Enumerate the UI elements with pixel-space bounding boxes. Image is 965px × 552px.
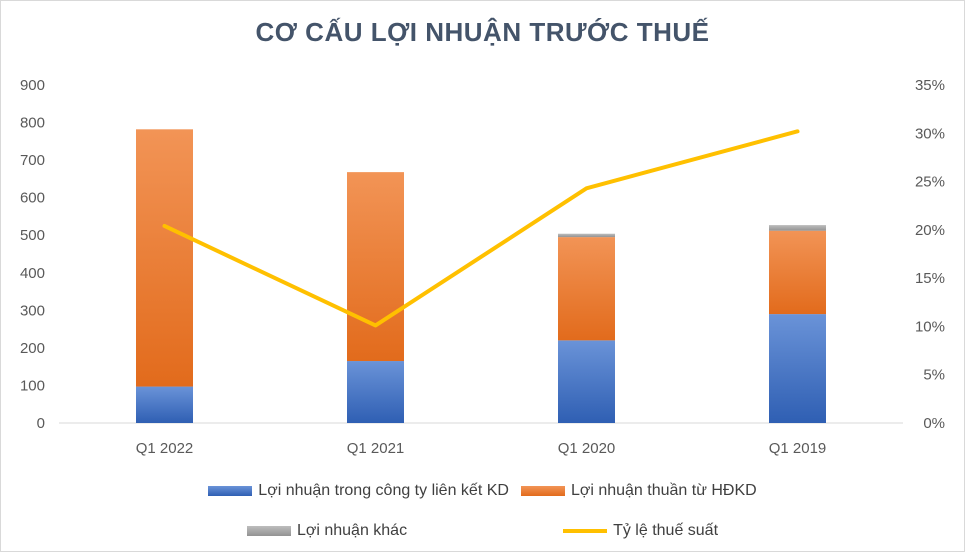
y-left-tick-label: 0: [37, 415, 45, 432]
category-label: Q1 2021: [347, 440, 405, 457]
category-label: Q1 2020: [558, 440, 616, 457]
y-right-tick-label: 30%: [915, 125, 945, 142]
bar-hdkd: [347, 172, 404, 362]
bar-hdkd: [769, 230, 826, 315]
legend-swatch-blue: [208, 486, 253, 496]
legend-swatch-orange: [520, 486, 565, 496]
y-right-tick-label: 15%: [915, 270, 945, 287]
legend-row-1: Lợi nhuận trong công ty liên kết KD Lợi …: [1, 471, 964, 511]
legend: Lợi nhuận trong công ty liên kết KD Lợi …: [1, 471, 964, 551]
y-left-tick-label: 500: [20, 227, 45, 244]
y-left-tick-label: 300: [20, 302, 45, 319]
y-right-tick-label: 25%: [915, 174, 945, 191]
legend-item-lien-ket: Lợi nhuận trong công ty liên kết KD: [208, 482, 509, 500]
bar-khac: [769, 225, 826, 231]
category-label: Q1 2019: [769, 440, 827, 457]
y-right-tick-label: 20%: [915, 222, 945, 239]
bar-lien-ket: [347, 361, 404, 423]
legend-swatch-gray: [246, 526, 291, 536]
legend-row-2: Lợi nhuận khác Tỷ lệ thuế suất: [1, 511, 964, 551]
legend-item-hdkd: Lợi nhuận thuần từ HĐKD: [520, 482, 757, 500]
bar-lien-ket: [136, 386, 193, 423]
y-axis-left: 0 100 200 300 400 500 600 700 800 900: [20, 77, 45, 432]
y-left-tick-label: 400: [20, 265, 45, 282]
y-left-tick-label: 600: [20, 190, 45, 207]
bar-khac: [558, 233, 615, 238]
bar-lien-ket: [558, 340, 615, 423]
bar-hdkd: [558, 237, 615, 341]
legend-label-thue-suat: Tỷ lệ thuế suất: [613, 522, 719, 539]
legend-item-thue-suat: Tỷ lệ thuế suất: [563, 522, 718, 540]
x-axis-categories: Q1 2022 Q1 2021 Q1 2020 Q1 2019: [136, 440, 827, 457]
y-left-tick-label: 700: [20, 152, 45, 169]
bar-hdkd: [136, 129, 193, 387]
bars: [136, 129, 826, 423]
y-left-tick-label: 900: [20, 77, 45, 94]
chart-svg: 0 100 200 300 400 500 600 700 800 900 0% 5% 10% 15% 2…: [20, 77, 945, 457]
y-left-tick-label: 100: [20, 377, 45, 394]
legend-swatch-yellow-line: [563, 529, 608, 533]
legend-label-hdkd: Lợi nhuận thuần từ HĐKD: [570, 482, 757, 499]
category-label: Q1 2022: [136, 440, 194, 457]
chart-title: CƠ CẤU LỢI NHUẬN TRƯỚC THUẾ: [255, 17, 710, 47]
y-left-tick-label: 200: [20, 340, 45, 357]
tax-rate-line: [162, 129, 800, 328]
y-right-tick-label: 35%: [915, 77, 945, 94]
y-right-tick-label: 0%: [923, 415, 945, 432]
y-right-tick-label: 10%: [915, 318, 945, 335]
bar-lien-ket: [769, 314, 826, 423]
y-right-tick-label: 5%: [923, 367, 945, 384]
tax-rate-polyline: [162, 129, 800, 328]
y-axis-right: 0% 5% 10% 15% 20% 25% 30% 35%: [915, 77, 945, 432]
legend-label-lien-ket: Lợi nhuận trong công ty liên kết KD: [258, 482, 509, 499]
y-left-tick-label: 800: [20, 115, 45, 132]
legend-label-khac: Lợi nhuận khác: [296, 522, 408, 539]
legend-item-khac: Lợi nhuận khác: [246, 522, 408, 540]
